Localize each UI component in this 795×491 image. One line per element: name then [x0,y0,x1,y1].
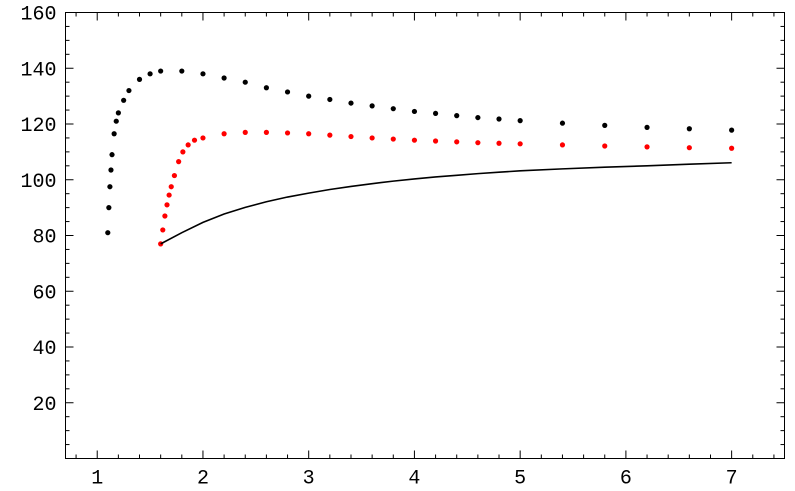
data-point [644,124,650,130]
x-tick-label: 7 [726,468,738,491]
x-tick-label: 3 [303,468,315,491]
y-tick-label: 160 [20,4,56,27]
data-point [475,114,481,121]
series-line [160,161,732,245]
x-tick-label: 5 [514,468,526,491]
data-point [160,227,166,233]
data-point [111,131,117,137]
data-point [475,140,481,146]
data-point [221,131,227,137]
data-point [369,103,375,109]
data-point [496,140,502,146]
data-point [306,131,312,137]
data-point [411,137,418,143]
data-point [348,100,354,106]
data-point [115,110,121,116]
data-point [729,127,735,133]
data-point [390,106,396,112]
data-point [164,202,170,208]
data-point [176,159,182,165]
data-point [517,141,523,147]
data-point [180,149,186,155]
data-point [171,172,178,179]
data-point [158,68,164,74]
series-layer [105,68,735,247]
data-point [263,129,269,135]
data-point [390,136,396,142]
y-tick-label: 100 [20,171,56,194]
axis-tick-labels: 1 2 3 4 5 6 7 20 40 60 80 100 120 140 160 [20,4,737,491]
data-point [106,205,112,211]
data-point [166,192,172,198]
series-2 [160,161,732,245]
data-point [242,79,248,85]
data-point [411,108,418,115]
data-point [284,89,291,95]
axis-ticks [65,12,785,459]
data-point [454,139,460,145]
data-point [147,71,153,77]
data-point [200,135,206,141]
plot-frame [65,12,785,459]
data-point [108,167,114,173]
data-point [559,120,566,126]
data-point [185,142,191,148]
x-tick-label: 1 [91,468,103,491]
data-point [432,138,439,144]
data-point [263,85,269,91]
data-point [327,132,333,138]
data-point [602,143,608,149]
series-0 [105,68,735,236]
data-point [559,142,566,148]
data-point [644,144,650,150]
x-tick-label: 2 [197,468,209,491]
data-point [179,68,185,74]
data-point [369,135,375,141]
data-point [105,230,111,236]
data-point [242,129,248,135]
y-tick-label: 40 [32,338,56,361]
data-point [496,116,502,122]
data-point [348,133,354,140]
data-point [432,110,439,117]
data-point [284,130,291,136]
data-point [221,75,227,81]
y-tick-label: 20 [32,394,56,417]
data-point [200,71,206,77]
data-point [121,97,127,103]
data-point [113,118,119,124]
data-point [686,126,692,132]
data-point [454,113,460,119]
data-point [686,145,692,151]
y-tick-label: 80 [32,227,56,250]
y-tick-label: 120 [20,115,56,138]
data-point [306,93,312,99]
data-point [729,145,735,151]
data-point [162,213,168,219]
data-point [109,152,115,158]
x-tick-label: 4 [408,468,420,491]
data-point [136,76,143,82]
series-1 [158,129,735,247]
x-tick-label: 6 [620,468,632,491]
data-point [327,96,333,103]
data-point [517,118,523,124]
data-point [191,137,198,143]
data-point [107,184,113,190]
data-point [602,122,608,128]
y-tick-label: 140 [20,59,56,82]
y-tick-label: 60 [32,282,56,305]
data-point [168,184,174,190]
data-point [126,87,132,94]
